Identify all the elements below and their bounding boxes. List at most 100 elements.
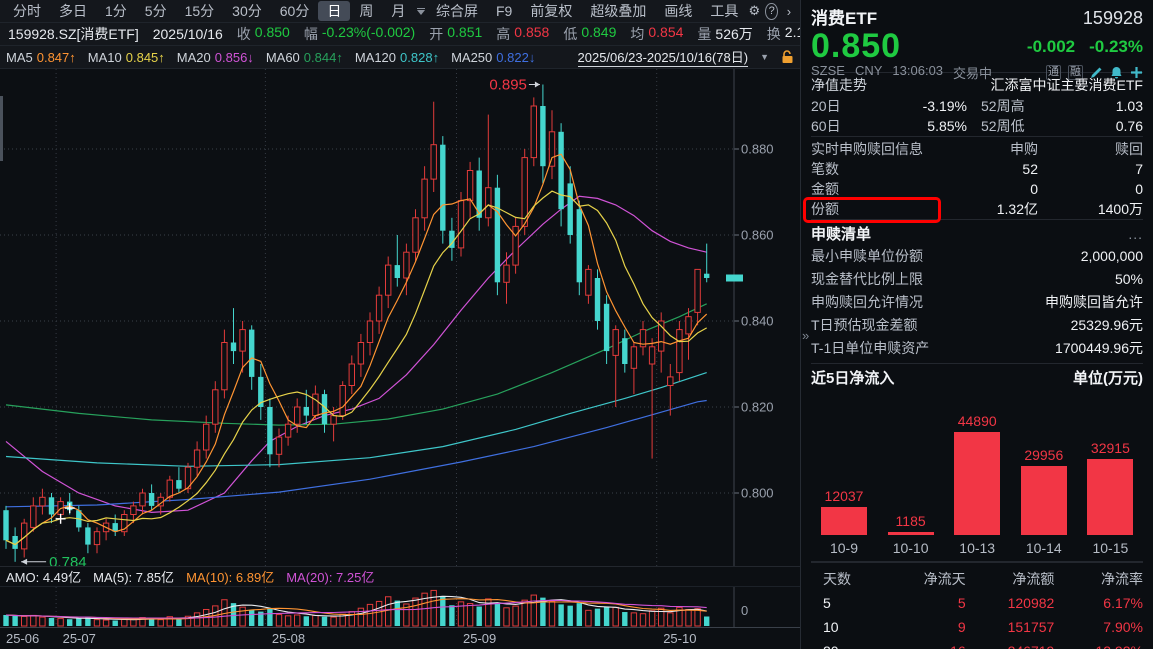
list-row: 现金替代比例上限 50% — [811, 268, 1143, 291]
toolbar-item-工具[interactable]: 工具 — [710, 3, 739, 19]
toolbar-item-画线[interactable]: 画线 — [664, 3, 693, 19]
quote-field-value: 0.858 — [514, 24, 550, 40]
tab-多日[interactable]: 多日 — [59, 3, 87, 19]
nav-row-label: 20日 — [811, 98, 841, 114]
volume-legend-bar: AMO: 4.49亿 MA(5): 7.85亿 MA(10): 6.89亿 MA(20… — [0, 566, 800, 588]
ma-value: 0.844↑ — [303, 49, 343, 65]
tab-1分[interactable]: 1分 — [105, 3, 127, 19]
ma-label: MA5 — [6, 49, 33, 65]
tab-60分[interactable]: 60分 — [279, 3, 310, 19]
list-row-label: 现金替代比例上限 — [811, 271, 923, 287]
svg-text:0.860: 0.860 — [741, 228, 774, 243]
net-inflow-table: 天数 净流天 净流额 净流率 5 5 120982 6.17% 10 9 151757 7.90% 20… — [811, 563, 1143, 649]
tab-分时[interactable]: 分时 — [13, 3, 41, 19]
flow-section-title: 近5日净流入 — [811, 370, 895, 387]
quote-date: 2025/10/16 — [152, 26, 223, 42]
list-row-value: 50% — [1114, 271, 1143, 287]
ma-legend-bar: MA5 0.847↑ MA10 0.845↑ MA20 0.856↓ MA60 0.844↑ M… — [0, 46, 800, 69]
quote-fields: 收 0.850 幅 -0.23%(-0.002) 开 0.851 高 0.858 低 0.849 均… — [237, 24, 825, 44]
alert-bell-icon[interactable] — [1110, 66, 1123, 79]
flow-bar-value: 32915 — [1090, 440, 1130, 457]
detail-panel: » 消费ETF 159928 0.850 -0.002 -0.23% SZSE … — [800, 0, 1153, 649]
flow-table-cell: 12.92% — [1054, 639, 1143, 649]
ma-value: 0.847↑ — [36, 49, 76, 65]
security-name: 消费ETF — [811, 9, 878, 28]
quote-field-value: -0.23%(-0.002) — [321, 24, 416, 40]
list-row-label: T-1日单位申赎资产 — [811, 340, 930, 356]
flow-table-cell: 16 — [877, 639, 966, 649]
quote-field-label: 收 — [236, 26, 251, 42]
tab-5分[interactable]: 5分 — [144, 3, 167, 19]
nav-row-value2: 1.03 — [1115, 98, 1143, 114]
nav-row-value: -3.19% — [922, 98, 967, 114]
net-inflow-dates: 10-9 10-10 10-13 10-14 10-15 — [811, 537, 1143, 562]
toolbar-item-综合屏[interactable]: 综合屏 — [435, 3, 478, 19]
ma-value: 0.822↓ — [496, 49, 536, 65]
quote-field-value: 0.854 — [648, 24, 684, 40]
toolbar-item-超级叠加[interactable]: 超级叠加 — [590, 3, 647, 19]
flow-bar-10-13 — [954, 432, 1001, 535]
help-icon[interactable]: ? — [765, 2, 778, 20]
low-annotation: 0.784 — [49, 554, 87, 567]
quote-field-label: 开 — [429, 26, 444, 42]
tab-15分[interactable]: 15分 — [184, 3, 215, 19]
tab-周[interactable]: 周 — [359, 3, 374, 19]
vol-ma10-value: MA(10): 6.89亿 — [186, 570, 275, 586]
more-ellipsis-icon[interactable]: ... — [1128, 225, 1143, 242]
high-annotation: 0.895 — [489, 77, 527, 94]
nav-row-value2: 0.76 — [1115, 118, 1143, 134]
flow-table-cell: 246719 — [966, 639, 1055, 649]
list-row-value: 1700449.96元 — [1055, 340, 1143, 356]
realtime-subscription-section: 实时申购赎回信息 申购 赎回 笔数 52 7 金额 0 0 份额 1.32亿 1400万 — [803, 137, 1143, 223]
toolbar-item-前复权[interactable]: 前复权 — [530, 3, 573, 19]
flow-unit-label: 单位(万元) — [1073, 370, 1143, 387]
list-row-label: T日预估现金差额 — [811, 317, 918, 333]
realtime-row-label: 份额 — [803, 197, 941, 223]
date-range-link[interactable]: 2025/06/23-2025/10/16(78日) — [577, 47, 749, 67]
flow-bar-date: 10-15 — [1092, 540, 1129, 556]
flow-bar-10-15 — [1087, 459, 1134, 535]
ma-legend-MA250: MA250 0.822↓ — [451, 50, 535, 65]
time-axis-label-25-08: 25-08 — [271, 631, 306, 646]
nav-trend-section: 净值走势 汇添富中证主要消费ETF 20日 -3.19% 52周高 1.03 60日 5.… — [811, 73, 1143, 137]
list-row-label: 申购赎回允许情况 — [811, 294, 923, 310]
tab-月[interactable]: 月 — [391, 3, 406, 19]
settings-gear-icon[interactable]: ⚙ — [748, 3, 761, 18]
nav-row-value: 5.85% — [927, 118, 967, 134]
panel-collapse-icon[interactable]: » — [802, 328, 810, 343]
realtime-row-value2: 0 — [1135, 181, 1143, 197]
toolbar-expand-icon[interactable]: › — [786, 3, 792, 19]
svg-text:0.800: 0.800 — [741, 486, 774, 501]
list-row-label: 最小申赎单位份额 — [811, 248, 923, 264]
date-range-caret-icon[interactable]: ▼ — [760, 52, 769, 62]
ma-value: 0.856↓ — [214, 49, 254, 65]
quote-time: 13:06:03 — [892, 63, 944, 78]
toolbar-item-F9[interactable]: F9 — [495, 3, 513, 19]
event-marker-icon — [64, 503, 75, 514]
period-dropdown-icon[interactable] — [414, 7, 427, 15]
add-plus-icon[interactable] — [1130, 66, 1143, 79]
ma-legend-MA10: MA10 0.845↑ — [88, 50, 165, 65]
candlestick-chart[interactable]: 0.880 0.860 0.840 0.820 0.800 0.895 0.784 — [0, 69, 800, 567]
chart-pane: 分时 多日 1分 5分 15分 30分 60分日周月 综合屏 F9 前复权 超级叠加 画线 工具 ⚙ … — [0, 1, 857, 646]
flow-table-cell: 5 — [823, 595, 831, 611]
nav-row-label2: 52周低 — [981, 118, 1025, 134]
net-inflow-section: 近5日净流入 单位(万元) 12037 1185 44890 29956 32915 1… — [811, 364, 1143, 563]
tab-日[interactable]: 日 — [318, 1, 351, 21]
unlock-icon[interactable] — [781, 50, 794, 64]
quote-header: 消费ETF 159928 0.850 -0.002 -0.23% SZSE CN… — [811, 0, 1143, 81]
list-row: T日预估现金差额 25329.96元 — [811, 314, 1143, 337]
quote-field-value: 526万 — [715, 26, 753, 42]
quote-field-收: 收 0.850 — [237, 24, 290, 44]
realtime-row-value1: 1.32亿 — [996, 201, 1038, 217]
ma-label: MA250 — [451, 49, 493, 65]
edit-pencil-icon[interactable] — [1090, 66, 1103, 79]
time-axis-label-25-10: 25-10 — [663, 631, 697, 646]
realtime-row-value1: 0 — [1030, 181, 1038, 197]
volume-chart[interactable]: 0 — [0, 587, 800, 627]
last-price: 0.850 — [811, 27, 902, 65]
tab-30分[interactable]: 30分 — [232, 3, 262, 19]
ma-value: 0.828↑ — [400, 49, 440, 65]
flow-table-header: 净流天 — [923, 571, 966, 587]
quote-field-量: 量 526万 — [697, 24, 752, 44]
